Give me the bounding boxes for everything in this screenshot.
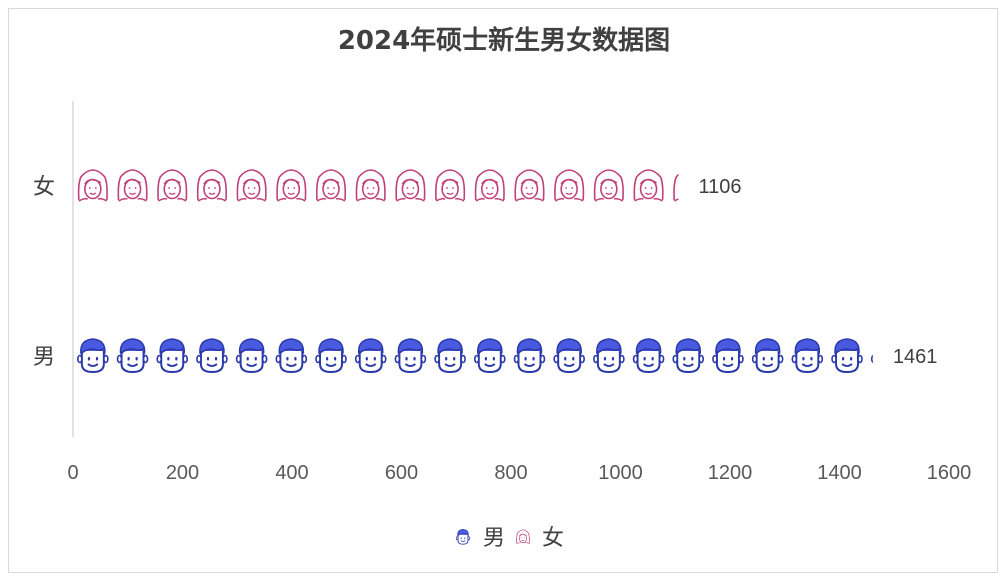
category-label: 男 [33, 345, 55, 370]
male-face-icon [116, 338, 149, 373]
x-axis-ticks: 0 200 400 600 800 1000 1200 1400 1600 [67, 462, 971, 484]
female-face-icon [157, 169, 188, 202]
female-face-icon [236, 169, 267, 202]
male-face-icon [592, 338, 625, 373]
male-face-icon [751, 338, 784, 373]
x-tick-label: 200 [166, 462, 199, 484]
female-face-icon [593, 169, 624, 202]
male-face-icon [791, 338, 824, 373]
data-label: 1106 [699, 176, 742, 198]
female-face-icon [196, 169, 227, 202]
female-face-icon [474, 169, 505, 202]
bar-female [77, 169, 679, 202]
female-face-icon [514, 169, 545, 202]
data-label: 1461 [893, 346, 938, 368]
pictogram-bars [76, 169, 873, 373]
male-face-icon [354, 338, 387, 373]
chart-frame: 2024年硕士新生男女数据图 0 200 400 600 800 1000 1200 1400… [8, 8, 998, 573]
male-face-icon [156, 338, 189, 373]
x-tick-label: 1600 [927, 462, 972, 484]
male-face-icon [632, 338, 665, 373]
female-face-icon [77, 169, 108, 202]
x-tick-label: 1200 [708, 462, 753, 484]
male-face-icon [434, 338, 467, 373]
x-tick-label: 1400 [817, 462, 862, 484]
female-face-icon [315, 169, 347, 202]
female-face-icon [633, 169, 664, 202]
female-face-icon [117, 169, 148, 202]
female-face-icon [276, 169, 307, 202]
legend-male-label: 男 [483, 526, 505, 551]
x-tick-label: 600 [385, 462, 418, 484]
male-face-icon [672, 338, 705, 373]
male-face-icon [473, 338, 506, 373]
male-face-icon [831, 338, 864, 373]
male-face-icon [76, 338, 109, 373]
male-face-icon [513, 338, 546, 373]
male-face-icon [553, 338, 586, 373]
male-face-icon [235, 338, 268, 373]
legend-male-icon [455, 528, 471, 545]
chart-title: 2024年硕士新生男女数据图 [338, 25, 670, 56]
female-face-icon [395, 169, 426, 202]
category-label: 女 [33, 175, 55, 200]
female-face-icon [435, 169, 466, 202]
chart-svg: 2024年硕士新生男女数据图 0 200 400 600 800 1000 1200 1400… [33, 25, 971, 551]
data-labels: 1106 1461 [699, 176, 938, 368]
male-face-icon [195, 338, 228, 373]
x-tick-label: 1000 [598, 462, 643, 484]
x-tick-label: 400 [275, 462, 308, 484]
legend: 男 女 [455, 526, 564, 551]
male-face-icon [711, 338, 744, 373]
male-face-icon [394, 338, 427, 373]
male-face-icon [275, 338, 308, 373]
x-tick-label: 800 [494, 462, 527, 484]
bar-male [76, 338, 873, 373]
legend-female-icon [516, 529, 530, 545]
category-labels: 女男 [33, 175, 55, 370]
female-face-icon [554, 169, 585, 202]
female-face-icon [355, 169, 386, 202]
legend-female-label: 女 [542, 526, 564, 551]
x-tick-label: 0 [67, 462, 78, 484]
male-face-icon [315, 338, 348, 373]
